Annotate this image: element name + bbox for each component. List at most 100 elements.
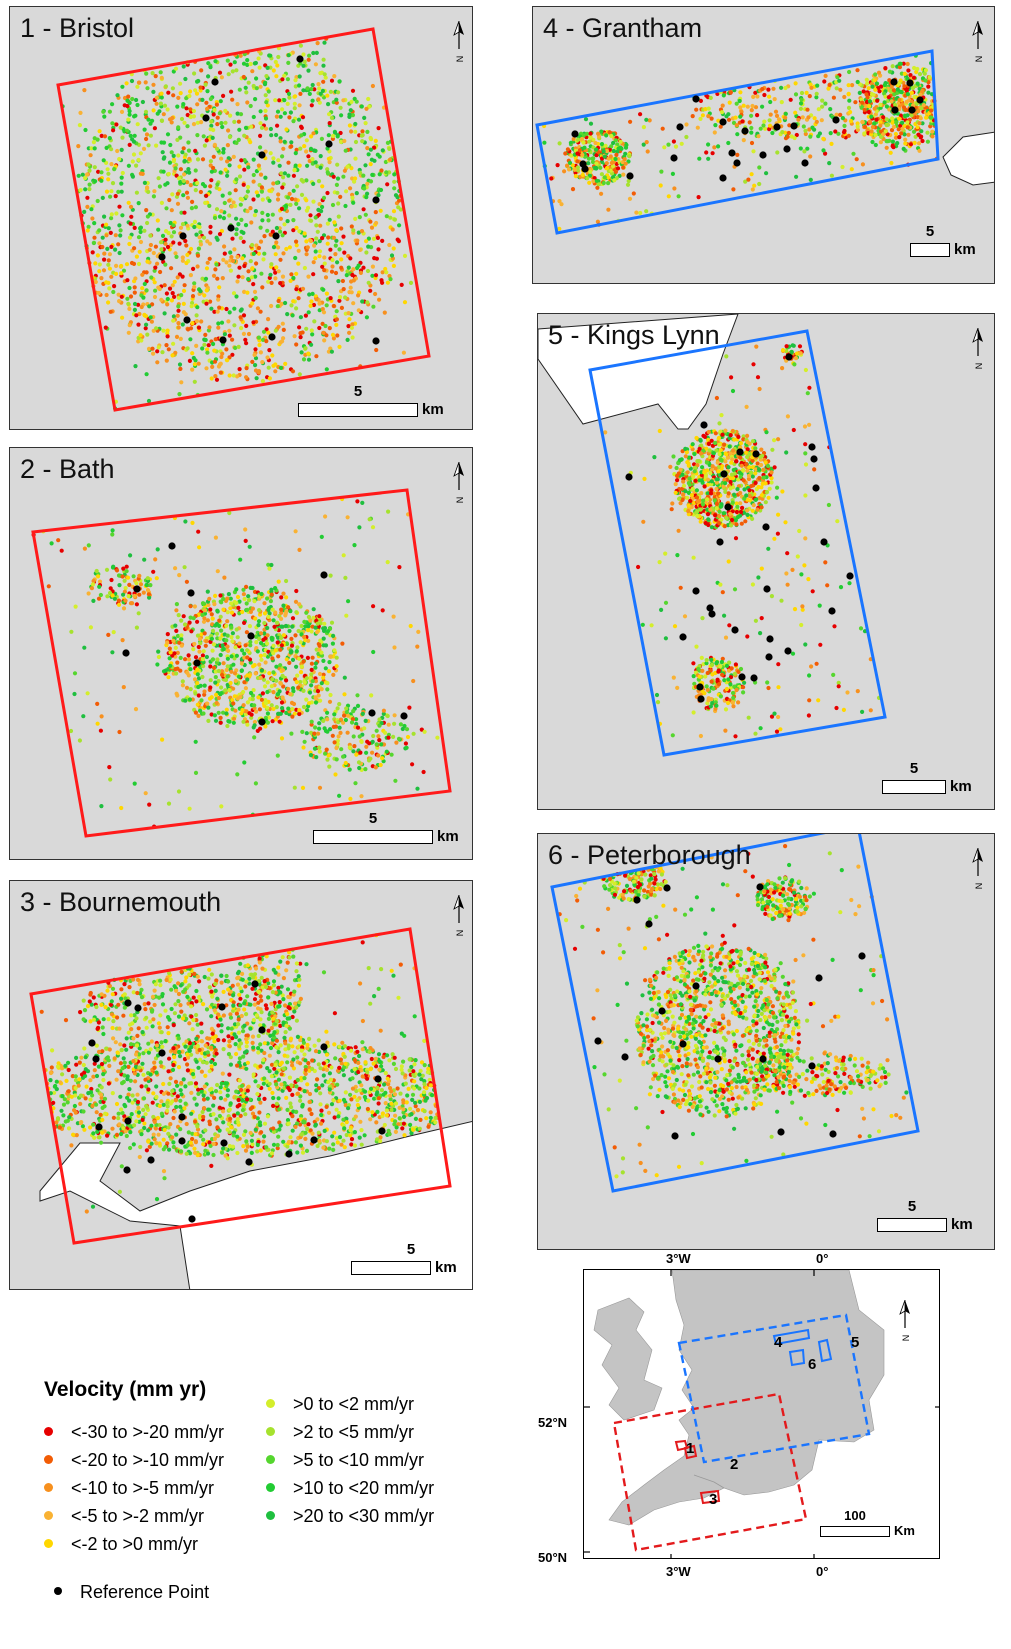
velocity-point: [218, 1085, 223, 1090]
velocity-point: [366, 244, 371, 249]
velocity-point: [337, 247, 342, 252]
velocity-point: [213, 593, 218, 598]
velocity-point: [319, 534, 324, 539]
velocity-point: [318, 223, 323, 228]
velocity-point: [195, 681, 200, 686]
velocity-point: [166, 347, 171, 352]
velocity-point: [250, 697, 255, 702]
velocity-point: [127, 142, 132, 147]
velocity-point: [376, 126, 381, 131]
velocity-point: [354, 752, 359, 757]
velocity-point: [172, 651, 177, 656]
velocity-point: [299, 623, 304, 629]
velocity-point: [121, 1079, 126, 1084]
velocity-point: [236, 1007, 241, 1012]
velocity-point: [323, 275, 329, 280]
velocity-point: [187, 170, 192, 175]
velocity-point: [336, 214, 341, 219]
velocity-point: [323, 514, 328, 519]
velocity-point: [173, 1079, 179, 1084]
velocity-point: [130, 159, 135, 164]
velocity-point: [256, 56, 261, 61]
velocity-point: [172, 1011, 177, 1016]
velocity-point: [238, 557, 243, 562]
velocity-point: [258, 1064, 263, 1069]
velocity-point: [263, 116, 269, 121]
velocity-point: [99, 1062, 105, 1067]
velocity-point: [203, 332, 208, 337]
velocity-point: [339, 113, 344, 118]
velocity-point: [90, 1093, 95, 1098]
velocity-point: [193, 655, 199, 660]
velocity-point: [297, 547, 302, 552]
velocity-point: [190, 294, 196, 299]
velocity-point: [337, 702, 342, 707]
velocity-point: [64, 1078, 69, 1083]
velocity-point: [253, 1079, 258, 1084]
velocity-point: [208, 299, 213, 304]
velocity-point: [284, 127, 289, 132]
velocity-point: [270, 353, 275, 358]
velocity-point: [95, 198, 100, 204]
velocity-point: [241, 1132, 247, 1137]
velocity-point: [106, 1058, 111, 1063]
velocity-point: [325, 717, 330, 722]
velocity-point: [276, 654, 281, 659]
velocity-point: [245, 189, 250, 194]
velocity-point: [109, 577, 114, 583]
velocity-point: [166, 90, 171, 95]
velocity-point: [197, 545, 202, 550]
velocity-point: [101, 1077, 106, 1083]
velocity-point: [233, 188, 238, 193]
velocity-point: [348, 1133, 353, 1138]
velocity-point: [365, 129, 370, 134]
velocity-point: [313, 215, 318, 220]
velocity-point: [380, 270, 385, 275]
velocity-point: [140, 99, 145, 105]
velocity-point: [133, 276, 138, 281]
velocity-point: [310, 1058, 315, 1063]
velocity-point: [285, 1060, 290, 1065]
velocity-point: [110, 121, 115, 126]
velocity-point: [365, 1106, 370, 1112]
velocity-point: [196, 1087, 201, 1092]
velocity-point: [418, 1117, 423, 1122]
velocity-point: [245, 209, 250, 214]
velocity-point: [346, 713, 351, 718]
velocity-point: [108, 1002, 114, 1007]
velocity-point: [238, 1041, 244, 1046]
velocity-point: [197, 235, 202, 240]
velocity-point: [128, 1145, 133, 1151]
velocity-point: [297, 372, 302, 377]
velocity-point: [217, 70, 223, 75]
velocity-point: [353, 129, 358, 134]
velocity-point: [196, 676, 202, 681]
velocity-point: [327, 1090, 333, 1095]
velocity-point: [132, 285, 137, 290]
velocity-point: [126, 1064, 131, 1069]
velocity-point: [175, 693, 180, 698]
velocity-point: [144, 132, 150, 137]
velocity-point: [102, 114, 107, 119]
velocity-point: [356, 308, 361, 313]
velocity-point: [263, 724, 268, 729]
velocity-point: [260, 197, 265, 202]
velocity-point: [130, 96, 135, 102]
velocity-point: [299, 133, 304, 138]
velocity-point: [225, 143, 230, 148]
velocity-point: [255, 1142, 260, 1148]
velocity-point: [220, 1150, 225, 1155]
velocity-point: [279, 700, 285, 705]
velocity-point: [221, 710, 226, 715]
velocity-point: [200, 276, 205, 281]
velocity-point: [298, 43, 303, 48]
velocity-point: [102, 1096, 108, 1101]
velocity-point: [302, 1089, 307, 1094]
velocity-point: [263, 80, 268, 85]
velocity-point: [315, 41, 320, 46]
velocity-point: [227, 355, 232, 360]
velocity-point: [220, 643, 225, 648]
velocity-point: [351, 749, 356, 754]
velocity-point: [154, 1141, 159, 1146]
reference-point: [372, 196, 380, 204]
